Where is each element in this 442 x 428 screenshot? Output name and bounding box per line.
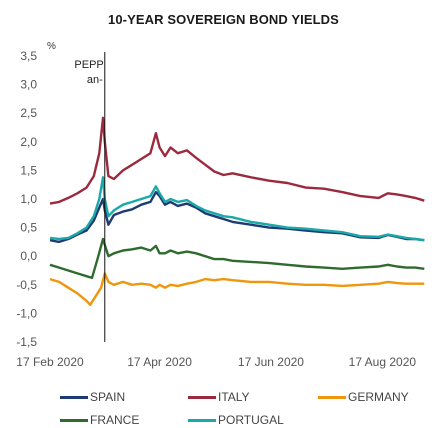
x-tick-label: 17 Feb 2020 [16,355,84,369]
legend-label-spain: SPAIN [90,390,126,404]
y-tick-label: -1,0 [16,306,37,320]
series-line-portugal [49,176,425,242]
chart-title: 10-YEAR SOVEREIGN BOND YIELDS [108,12,339,27]
series-line-france [49,237,425,280]
y-tick-label: 0,5 [20,221,37,235]
y-axis: 3,5 3,0 2,5 2,0 1,5 1,0 0,5 0,0 -0,5 -1,0 -1,5 [16,49,37,349]
legend-item-germany: GERMANY [318,390,409,404]
legend-swatch-france [60,418,88,422]
y-axis-unit: % [47,41,56,52]
y-tick-label: 3,0 [20,78,37,92]
series-lines [49,116,425,306]
pepp-annotation-line2: an- [87,74,103,86]
legend-label-italy: ITALY [218,390,250,404]
legend-label-germany: GERMANY [348,390,409,404]
pepp-annotation-line1: PEPP [74,59,103,71]
x-tick-label: 17 Jun 2020 [238,355,304,369]
legend-item-spain: SPAIN [60,390,125,404]
chart-legend: SPAIN ITALY GERMANY FRANCE PORTUGAL [0,388,442,428]
legend-swatch-italy [188,395,216,399]
x-tick-label: 17 Aug 2020 [349,355,417,369]
y-tick-label: -0,5 [16,278,37,292]
chart-plot: 3,5 3,0 2,5 2,0 1,5 1,0 0,5 0,0 -0,5 -1,0 -1,5 17 … [16,41,425,369]
series-line-germany [49,272,425,306]
y-tick-label: 1,5 [20,163,37,177]
y-tick-label: 0,0 [20,249,37,263]
legend-item-portugal: PORTUGAL [188,413,284,427]
legend-swatch-portugal [188,418,216,422]
legend-label-france: FRANCE [90,413,140,427]
y-tick-label: 1,0 [20,192,37,206]
y-tick-label: 2,5 [20,106,37,120]
legend-item-france: FRANCE [60,413,139,427]
x-tick-label: 17 Apr 2020 [127,355,192,369]
y-tick-label: 2,0 [20,135,37,149]
legend-swatch-spain [60,395,88,399]
x-axis: 17 Feb 2020 17 Apr 2020 17 Jun 2020 17 Aug … [16,355,416,369]
legend-swatch-germany [318,395,346,399]
legend-item-italy: ITALY [188,390,250,404]
y-tick-label: -1,5 [16,335,37,349]
y-tick-label: 3,5 [20,49,37,63]
series-line-italy [49,116,425,205]
legend-label-portugal: PORTUGAL [218,413,284,427]
